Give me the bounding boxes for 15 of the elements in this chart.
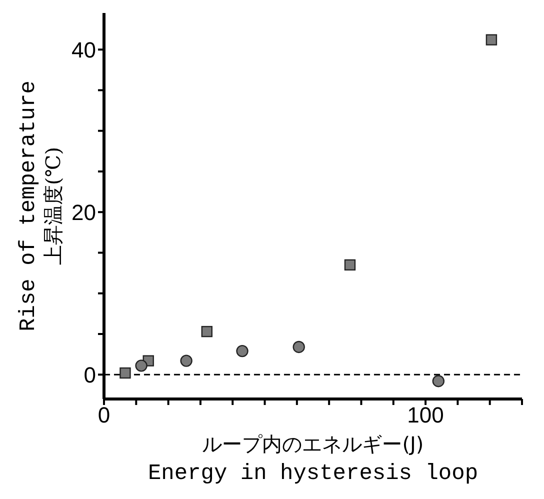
y-axis-title: Rise of temperature 上昇温度(℃) [16,80,65,332]
x-axis-title: ループ内のエネルギー(J) Energy in hysteresis loop [148,432,478,486]
point [236,344,248,358]
x-tick-label: 100 [407,402,444,428]
point [120,367,131,379]
point [486,34,498,46]
y-tick-label: 20 [72,200,96,225]
point [180,354,192,367]
point [432,375,444,388]
y-tick-label: 40 [72,37,96,62]
y-tick-label: 0 [84,362,96,388]
point [201,326,212,338]
point [135,360,148,372]
point [292,340,305,354]
point [344,259,356,271]
